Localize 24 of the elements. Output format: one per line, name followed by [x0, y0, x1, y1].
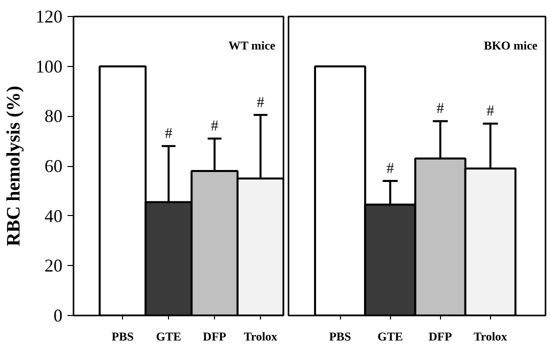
x-tick-label: Trolox	[474, 330, 508, 344]
y-tick-label: 40	[44, 206, 62, 226]
text: WT mice	[228, 38, 276, 52]
text: BKO mice	[484, 38, 538, 52]
annotation: #	[386, 160, 394, 177]
y-tick-label: 120	[36, 6, 62, 26]
x-tick-label: Trolox	[244, 330, 278, 344]
x-tick-label: GTE	[378, 330, 403, 344]
annotation: #	[436, 101, 445, 118]
y-tick-label: 60	[44, 156, 62, 176]
y-tick-label: 80	[44, 106, 62, 126]
x-tick-label: GTE	[156, 330, 182, 344]
y-tick-label: 20	[44, 256, 62, 276]
y-tick-label: 100	[36, 56, 62, 76]
annotation: #	[486, 104, 495, 120]
annotation: #	[210, 118, 219, 135]
y-tick-label: 0	[54, 306, 62, 326]
x-tick-label: PBS	[112, 330, 134, 344]
y-axis-title: RBC hemolysis (%)	[4, 86, 24, 246]
annotation: #	[256, 94, 265, 111]
x-tick-label: DFP	[202, 330, 226, 344]
annotation: #	[164, 126, 173, 142]
x-tick-label: PBS	[329, 330, 352, 344]
x-tick-label: DFP	[428, 330, 452, 344]
